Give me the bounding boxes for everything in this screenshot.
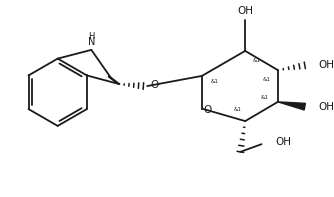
Text: O: O <box>203 105 212 115</box>
Text: &1: &1 <box>210 79 218 84</box>
Text: OH: OH <box>237 6 253 16</box>
Text: OH: OH <box>318 102 334 112</box>
Text: &1: &1 <box>253 58 261 63</box>
Text: O: O <box>150 80 158 90</box>
Text: OH: OH <box>318 60 334 70</box>
Text: H: H <box>88 32 95 41</box>
Text: &1: &1 <box>261 95 268 99</box>
Text: N: N <box>88 37 95 47</box>
Text: &1: &1 <box>233 107 241 112</box>
Polygon shape <box>278 102 305 110</box>
Text: &1: &1 <box>263 77 270 82</box>
Text: OH: OH <box>275 137 291 147</box>
